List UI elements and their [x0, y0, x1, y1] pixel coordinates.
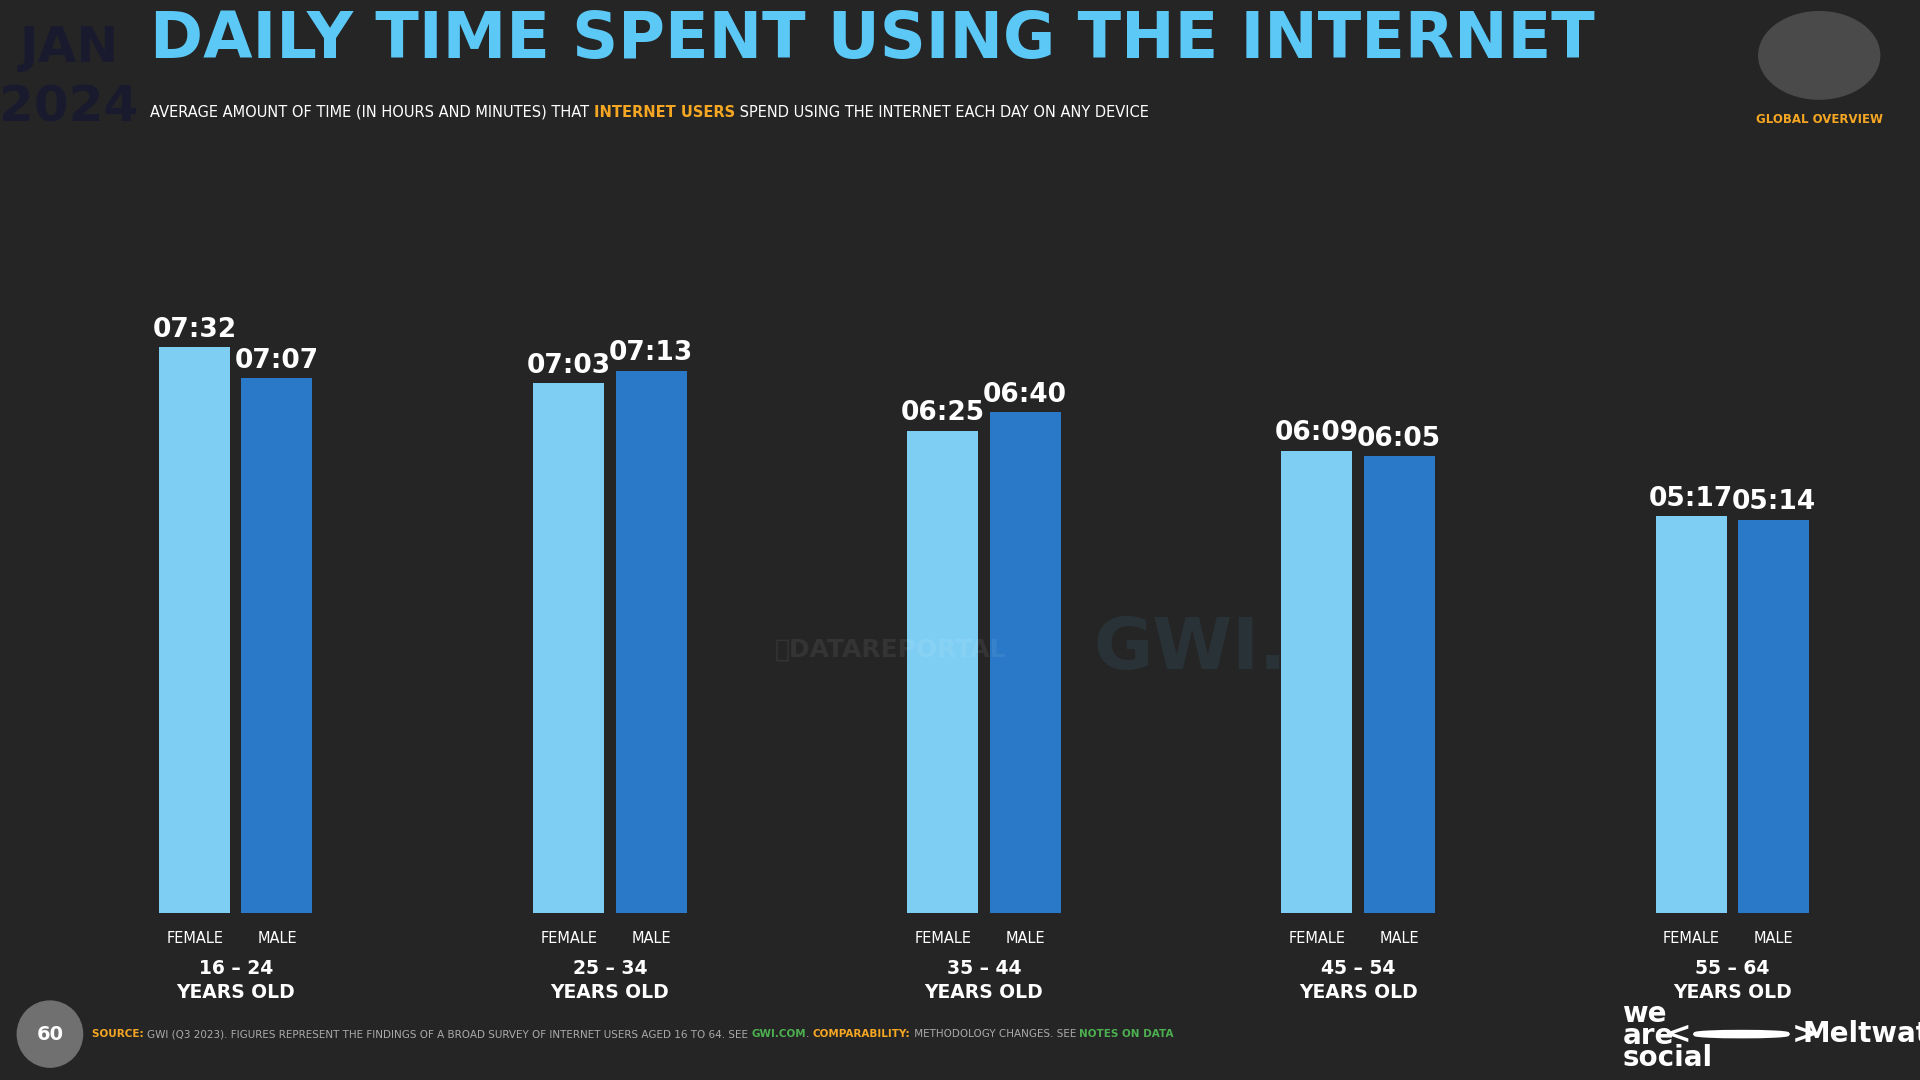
Text: ⓉDATAREPORTAL: ⓉDATAREPORTAL — [776, 638, 1006, 662]
Text: MALE: MALE — [1753, 931, 1793, 946]
Text: .: . — [806, 1029, 812, 1039]
Text: 16 – 24
YEARS OLD: 16 – 24 YEARS OLD — [177, 959, 296, 1002]
Text: FEMALE: FEMALE — [914, 931, 972, 946]
Text: 07:13: 07:13 — [609, 340, 693, 366]
Text: MALE: MALE — [257, 931, 298, 946]
Text: <: < — [1667, 1020, 1692, 1049]
Text: Meltwater: Meltwater — [1803, 1021, 1920, 1048]
Text: 07:07: 07:07 — [234, 348, 319, 374]
Text: JAN: JAN — [19, 24, 119, 72]
Text: MALE: MALE — [1006, 931, 1044, 946]
Text: FEMALE: FEMALE — [1288, 931, 1346, 946]
Circle shape — [1759, 12, 1880, 99]
Text: 05:14: 05:14 — [1732, 489, 1816, 515]
Bar — [159, 347, 230, 913]
Text: 07:32: 07:32 — [152, 316, 236, 342]
Bar — [1738, 519, 1809, 913]
Bar — [1363, 456, 1434, 913]
Text: FEMALE: FEMALE — [167, 931, 223, 946]
Text: FEMALE: FEMALE — [1663, 931, 1720, 946]
Text: 06:25: 06:25 — [900, 401, 985, 427]
Text: INTERNET USERS: INTERNET USERS — [593, 105, 735, 120]
Text: 25 – 34
YEARS OLD: 25 – 34 YEARS OLD — [551, 959, 670, 1002]
Text: METHODOLOGY CHANGES. SEE: METHODOLOGY CHANGES. SEE — [910, 1029, 1079, 1039]
Text: 55 – 64
YEARS OLD: 55 – 64 YEARS OLD — [1672, 959, 1791, 1002]
Text: 35 – 44
YEARS OLD: 35 – 44 YEARS OLD — [925, 959, 1043, 1002]
Text: 2024: 2024 — [0, 84, 138, 132]
Bar — [1655, 516, 1726, 913]
Text: 07:03: 07:03 — [526, 353, 611, 379]
Text: FEMALE: FEMALE — [540, 931, 597, 946]
Text: 06:40: 06:40 — [983, 381, 1068, 407]
Bar — [1281, 451, 1352, 913]
Text: we: we — [1622, 1000, 1667, 1028]
Text: 06:09: 06:09 — [1275, 420, 1359, 446]
Text: NOTES ON DATA: NOTES ON DATA — [1079, 1029, 1173, 1039]
Ellipse shape — [17, 1001, 83, 1067]
Bar — [989, 413, 1060, 913]
Bar — [616, 370, 687, 913]
Text: are: are — [1622, 1022, 1674, 1050]
Text: COMPARABILITY:: COMPARABILITY: — [812, 1029, 910, 1039]
Text: AVERAGE AMOUNT OF TIME (IN HOURS AND MINUTES) THAT: AVERAGE AMOUNT OF TIME (IN HOURS AND MIN… — [150, 105, 593, 120]
Bar — [242, 378, 313, 913]
Text: GLOBAL OVERVIEW: GLOBAL OVERVIEW — [1755, 113, 1884, 126]
Text: 45 – 54
YEARS OLD: 45 – 54 YEARS OLD — [1298, 959, 1417, 1002]
Text: social: social — [1622, 1044, 1713, 1072]
Text: 60: 60 — [36, 1025, 63, 1043]
Circle shape — [1720, 1034, 1763, 1035]
Text: >: > — [1791, 1020, 1816, 1049]
Text: MALE: MALE — [632, 931, 670, 946]
Text: GWI (Q3 2023). FIGURES REPRESENT THE FINDINGS OF A BROAD SURVEY OF INTERNET USER: GWI (Q3 2023). FIGURES REPRESENT THE FIN… — [148, 1029, 751, 1039]
Text: SOURCE:: SOURCE: — [92, 1029, 148, 1039]
Text: 06:05: 06:05 — [1357, 426, 1442, 451]
Bar — [908, 431, 979, 913]
Text: 05:17: 05:17 — [1649, 486, 1734, 512]
Text: GWI.: GWI. — [1092, 616, 1286, 685]
Text: MALE: MALE — [1379, 931, 1419, 946]
Text: SPEND USING THE INTERNET EACH DAY ON ANY DEVICE: SPEND USING THE INTERNET EACH DAY ON ANY… — [735, 105, 1148, 120]
Bar — [534, 383, 605, 913]
Text: DAILY TIME SPENT USING THE INTERNET: DAILY TIME SPENT USING THE INTERNET — [150, 9, 1594, 71]
Text: GWI.COM: GWI.COM — [751, 1029, 806, 1039]
